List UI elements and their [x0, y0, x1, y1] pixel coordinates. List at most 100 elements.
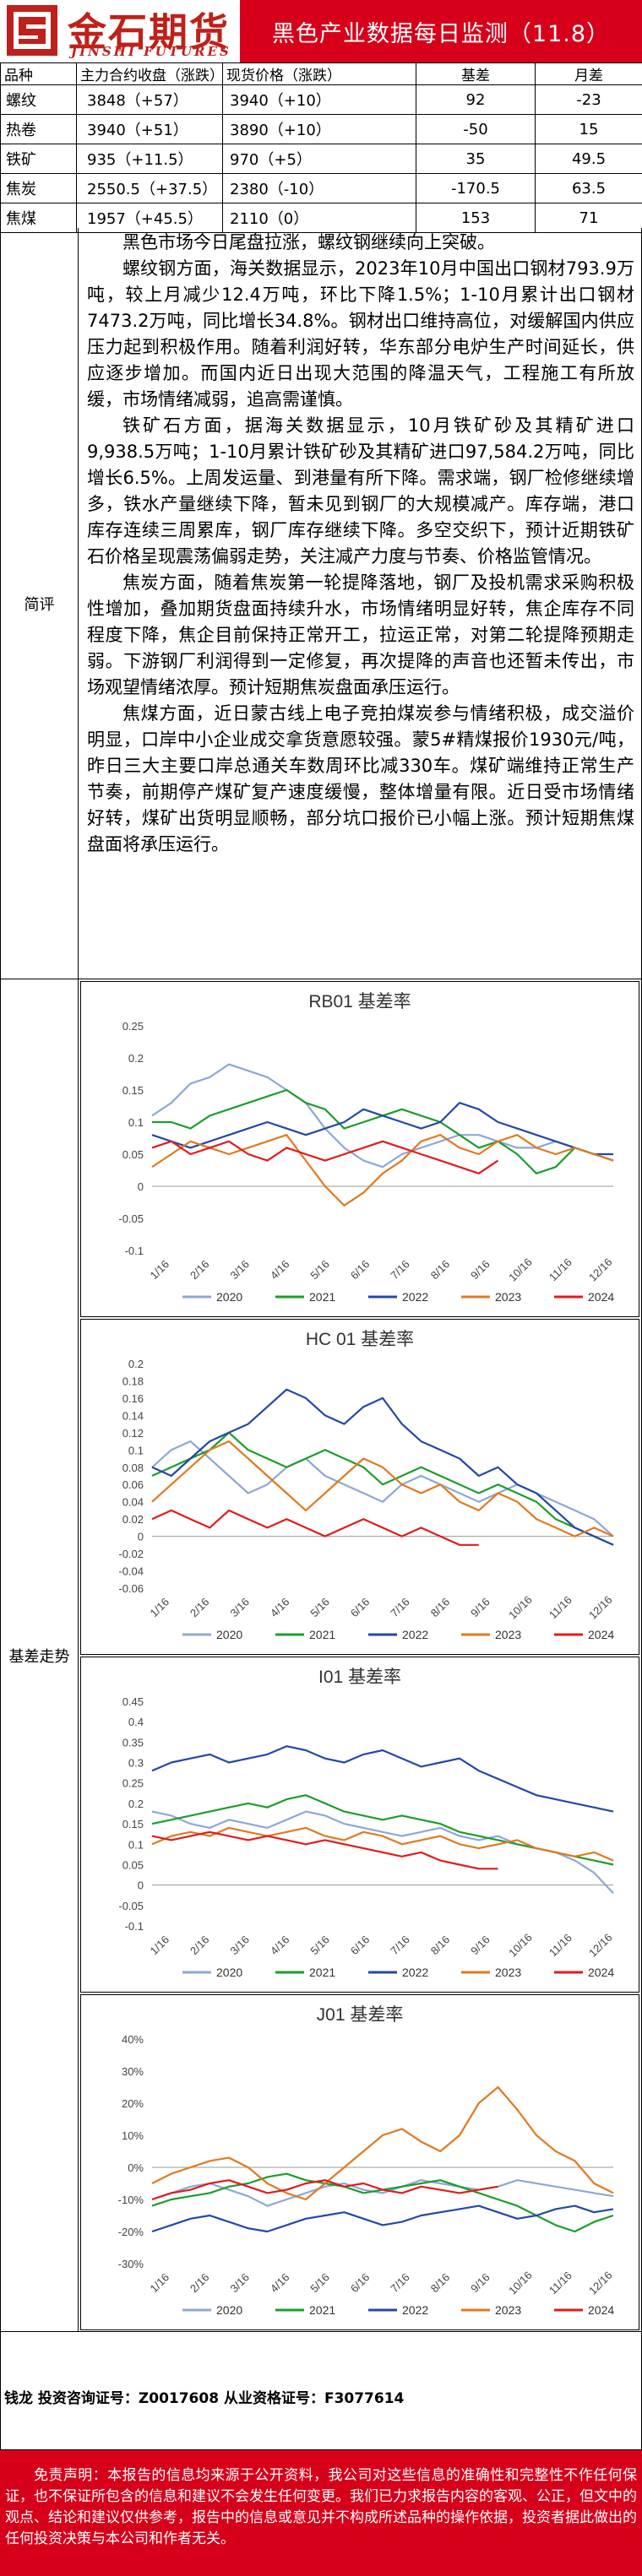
- column-header-futures: 主力合约收盘（涨跌）: [76, 62, 224, 85]
- table-row: 热卷 3940（+51） 3890（+10） -50 15: [0, 114, 642, 144]
- y-tick-label: 0: [138, 1531, 144, 1543]
- y-tick-label: 0.1: [128, 1444, 144, 1456]
- y-tick-label: 0.1: [128, 1838, 144, 1851]
- legend-label-2023: 2023: [495, 1966, 521, 1979]
- row-basis: 92: [416, 84, 536, 115]
- review-paragraph-summary: 黑色市场今日尾盘拉涨，螺纹钢继续向上突破。: [122, 232, 495, 252]
- series-line-2021: [151, 2172, 614, 2233]
- series-line-2023: [151, 1440, 614, 1537]
- row-futures: 3940（+51）: [76, 114, 223, 144]
- y-tick-label: 0.18: [122, 1375, 144, 1387]
- row-month-spread: -23: [535, 84, 642, 115]
- legend-label-2024: 2024: [588, 1966, 614, 1979]
- x-tick-label: 1/16: [148, 1933, 172, 1958]
- x-tick-label: 5/16: [307, 1258, 332, 1283]
- review-paragraph-rebar: 螺纹钢方面，海关数据显示，2023年10月中国出口钢材793.9万吨，较上月减少…: [87, 258, 634, 409]
- x-tick-label: 6/16: [348, 1933, 373, 1958]
- x-tick-label: 9/16: [468, 1596, 492, 1620]
- legend-label-2021: 2021: [309, 1290, 335, 1304]
- company-logo: 金石期货 JINSHI FUTURES: [0, 0, 240, 62]
- basis-label: 基差走势: [1, 979, 79, 2331]
- x-tick-label: 5/16: [307, 1596, 332, 1620]
- y-tick-label: 0.2: [128, 1798, 144, 1810]
- x-tick-label: 3/16: [227, 1933, 252, 1958]
- x-tick-label: 10/16: [506, 1593, 535, 1622]
- y-tick-label: 0.25: [122, 1777, 144, 1790]
- series-line-2023: [151, 1826, 614, 1862]
- y-tick-label: -0.02: [118, 1548, 144, 1560]
- series-line-2022: [151, 1745, 614, 1813]
- series-line-2022: [151, 1388, 614, 1546]
- x-tick-label: 2/16: [188, 2271, 212, 2296]
- legend-label-2022: 2022: [402, 2303, 428, 2317]
- y-tick-label: 40%: [122, 2033, 144, 2046]
- basis-section: 基差走势 RB01 基差率 -0.1 -0.05 0 0.05 0.1 0.15 0.2 0.2…: [0, 979, 642, 2332]
- series-line-2024: [151, 2179, 498, 2201]
- y-tick-label: -10%: [118, 2194, 144, 2206]
- row-month-spread: 15: [535, 114, 642, 144]
- basis-charts: RB01 基差率 -0.1 -0.05 0 0.05 0.1 0.15 0.2 0.25 1/16…: [79, 979, 641, 2331]
- disclaimer: 免责声明：本报告的信息均来源于公开资料，我公司对这些信息的准确性和完整性不作任何…: [0, 2450, 642, 2576]
- x-tick-label: 1/16: [148, 1596, 172, 1620]
- x-tick-label: 12/16: [586, 1593, 615, 1622]
- row-spot: 970（+5）: [222, 144, 416, 174]
- y-tick-label: 10%: [122, 2129, 144, 2142]
- y-tick-label: 0.3: [128, 1757, 144, 1770]
- chart-rb01: RB01 基差率 -0.1 -0.05 0 0.05 0.1 0.15 0.2 0.25 1/16…: [80, 981, 639, 1317]
- legend-label-2020: 2020: [216, 2303, 242, 2317]
- series-line-2020: [151, 2179, 614, 2207]
- x-tick-label: 9/16: [468, 1258, 492, 1283]
- x-tick-label: 10/16: [506, 1255, 535, 1284]
- legend-label-2022: 2022: [402, 1628, 428, 1641]
- y-tick-label: 0.15: [122, 1084, 144, 1097]
- series-line-2024: [151, 1830, 498, 1870]
- x-tick-label: 3/16: [227, 1596, 252, 1620]
- chart-title: HC 01 基差率: [306, 1330, 414, 1349]
- chart-j01: J01 基差率 -30% -20% -10% 0% 10% 20% 30% 40% 1/16 2/1…: [80, 1994, 639, 2330]
- analyst-info: 钱龙 投资咨询证号：Z0017608 从业资格证号：F3077614: [0, 2332, 642, 2450]
- table-header-row: 品种 主力合约收盘（涨跌） 现货价格（涨跌） 基差 月差: [0, 62, 642, 85]
- chart-j01-svg: J01 基差率 -30% -20% -10% 0% 10% 20% 30% 40% 1/16 2/1…: [118, 2005, 615, 2317]
- y-tick-label: 0.35: [122, 1736, 144, 1749]
- x-tick-label: 12/16: [586, 1931, 615, 1960]
- chart-hc01: HC 01 基差率 -0.06 -0.04 -0.02 0 0.02 0.04 0.06 0.0…: [80, 1319, 639, 1655]
- row-name: 焦煤: [0, 203, 77, 233]
- row-name: 焦炭: [0, 173, 77, 203]
- review-section: 简评 黑色市场今日尾盘拉涨，螺纹钢继续向上突破。 螺纹钢方面，海关数据显示，20…: [0, 228, 642, 979]
- y-tick-label: 0: [138, 1879, 144, 1892]
- y-tick-label: -0.06: [118, 1582, 144, 1595]
- legend-label-2022: 2022: [402, 1290, 428, 1304]
- y-tick-label: 0.04: [122, 1496, 144, 1509]
- chart-title: RB01 基差率: [308, 992, 411, 1011]
- legend-label-2020: 2020: [216, 1290, 242, 1304]
- x-tick-label: 6/16: [348, 1258, 373, 1283]
- row-spot: 2380（-10）: [222, 173, 416, 203]
- legend-label-2021: 2021: [309, 1628, 335, 1641]
- row-basis: -170.5: [416, 173, 536, 203]
- row-month-spread: 71: [535, 203, 642, 233]
- legend-label-2020: 2020: [216, 1628, 242, 1641]
- y-tick-label: -0.05: [118, 1900, 144, 1912]
- x-tick-label: 6/16: [348, 1596, 373, 1620]
- x-tick-label: 1/16: [148, 1258, 172, 1283]
- y-tick-label: 0.05: [122, 1858, 144, 1871]
- x-tick-label: 10/16: [506, 2269, 535, 2297]
- legend-label-2023: 2023: [495, 1628, 521, 1641]
- row-name: 热卷: [0, 114, 77, 144]
- x-tick-label: 12/16: [586, 2269, 615, 2297]
- legend-label-2020: 2020: [216, 1966, 242, 1979]
- series-line-2024: [151, 1509, 479, 1546]
- x-tick-label: 9/16: [468, 2271, 492, 2296]
- y-tick-label: -30%: [118, 2258, 144, 2270]
- x-tick-label: 4/16: [268, 2271, 292, 2296]
- x-tick-label: 10/16: [506, 1931, 535, 1960]
- x-tick-label: 11/16: [547, 1255, 574, 1283]
- review-body: 黑色市场今日尾盘拉涨，螺纹钢继续向上突破。 螺纹钢方面，海关数据显示，2023年…: [79, 228, 641, 979]
- x-tick-label: 3/16: [227, 2271, 252, 2296]
- x-tick-label: 8/16: [428, 2271, 453, 2296]
- x-tick-label: 11/16: [547, 2269, 574, 2297]
- logo-chinese-text: 金石期货: [68, 9, 230, 55]
- chart-title: J01 基差率: [317, 2005, 404, 2025]
- logo-english-text: JINSHI FUTURES: [71, 44, 231, 59]
- price-table: 品种 主力合约收盘（涨跌） 现货价格（涨跌） 基差 月差 螺纹 3848（+57…: [0, 62, 642, 233]
